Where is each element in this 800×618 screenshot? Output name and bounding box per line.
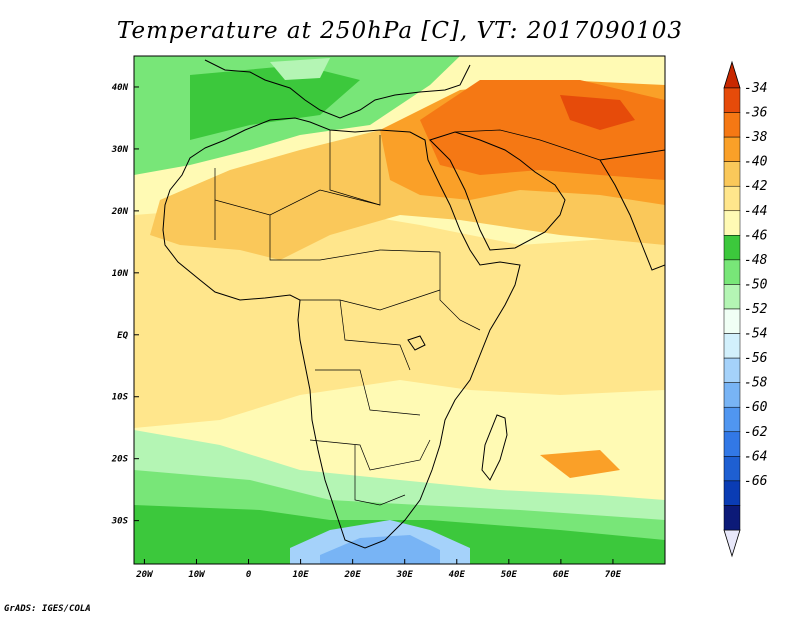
colorbar-label: -62 (744, 425, 768, 440)
colorbar-swatch (723, 456, 741, 482)
lat-tick-label: EQ (117, 331, 128, 341)
lat-tick-label: 30S (111, 517, 129, 527)
plot-frame (133, 55, 666, 565)
border-sahara-3 (329, 130, 381, 206)
lon-tick-label: 70E (605, 570, 622, 580)
madagascar-coastline (481, 414, 508, 481)
border-south-2 (309, 439, 431, 471)
lon-tick-label: 20E (344, 570, 362, 580)
colorbar-swatch (723, 235, 741, 261)
colorbar-swatch (723, 431, 741, 457)
lon-tick-label: 0 (246, 570, 252, 580)
coastlines (162, 59, 665, 549)
colorbar-label: -60 (744, 400, 768, 415)
colorbar-label: -46 (744, 228, 768, 243)
colorbar-swatch (723, 210, 741, 236)
colorbar-swatch (723, 357, 741, 383)
colorbar-label: -38 (744, 130, 768, 145)
lat-tick-label: 20S (111, 455, 129, 465)
colorbar-label: -54 (744, 327, 767, 342)
lon-tick-label: 40E (449, 570, 466, 580)
africa-coastline (162, 117, 521, 549)
colorbar-label: -64 (744, 449, 767, 464)
colorbar-label: -66 (744, 474, 768, 489)
border-central-2 (339, 299, 411, 371)
arabia-coastline (429, 131, 566, 251)
colorbar-label: -48 (744, 253, 768, 268)
colorbar-label: -40 (744, 155, 768, 170)
colorbar-swatch (723, 185, 741, 212)
colorbar-label: -50 (744, 277, 768, 292)
india-coastline (599, 149, 665, 271)
colorbar-bottom-arrow (723, 529, 741, 558)
grads-credit: GrADS: IGES/COLA (4, 604, 91, 614)
colorbar-swatch (723, 333, 741, 359)
map-title: Temperature at 250hPa [C], VT: 201709010… (116, 18, 684, 44)
border-east (439, 252, 481, 331)
country-borders (214, 129, 601, 506)
colorbar-swatch (723, 480, 741, 506)
colorbar-swatch (723, 382, 741, 408)
colorbar-swatch (723, 505, 741, 531)
colorbar-label: -58 (744, 376, 768, 391)
colorbar-label: -42 (744, 179, 768, 194)
field-tropical-band (134, 205, 665, 428)
colorbar-swatch (723, 87, 741, 113)
border-mideast (454, 129, 601, 161)
colorbar-swatch (723, 406, 741, 433)
europe-coastline (204, 59, 471, 119)
temperature-field (134, 56, 665, 564)
field-north-cold-spot (270, 58, 330, 80)
colorbar-label: -56 (744, 351, 768, 366)
border-sahel (269, 215, 441, 261)
colorbar-label: -52 (744, 302, 768, 317)
colorbar: -34 -36 -38 -40 -42 -44 -46 -48 -50 -52 -54 -56 -58 -… (723, 60, 768, 558)
colorbar-swatch (723, 308, 741, 334)
field-indian-warm-patch (540, 450, 620, 478)
lake-victoria (407, 335, 426, 351)
lon-tick-label: 10E (292, 570, 309, 580)
colorbar-label: -44 (744, 204, 767, 219)
latitude-axis: 40N 30N 20N 10N EQ 10S 20S 30S (111, 83, 139, 527)
lon-tick-label: 20W (135, 570, 154, 580)
field-hot-spot (560, 95, 635, 130)
border-sahara-2 (214, 189, 381, 216)
lat-tick-label: 10S (112, 393, 129, 403)
colorbar-swatch (723, 284, 741, 310)
colorbar-swatch (723, 136, 741, 162)
lat-tick-label: 40N (112, 83, 129, 93)
border-south-3 (354, 445, 406, 506)
longitude-axis: 20W 10W 0 10E 20E 30E 40E 50E 60E 70E (135, 559, 622, 580)
colorbar-label: -36 (744, 106, 768, 121)
lon-tick-label: 60E (553, 570, 570, 580)
lon-tick-label: 30E (396, 570, 414, 580)
colorbar-swatch (723, 112, 741, 138)
lat-tick-label: 20N (111, 207, 129, 217)
border-central-1 (300, 289, 441, 311)
field-north-cold-core (190, 65, 360, 140)
lat-tick-label: 30N (111, 145, 129, 155)
colorbar-top-arrow (723, 60, 741, 89)
colorbar-swatch (723, 161, 741, 187)
colorbar-swatch (723, 259, 741, 285)
colorbar-label: -34 (744, 81, 767, 96)
lon-tick-label: 10W (188, 570, 206, 580)
lat-tick-label: 10N (112, 269, 129, 279)
border-south-1 (315, 369, 421, 416)
lon-tick-label: 50E (501, 570, 518, 580)
